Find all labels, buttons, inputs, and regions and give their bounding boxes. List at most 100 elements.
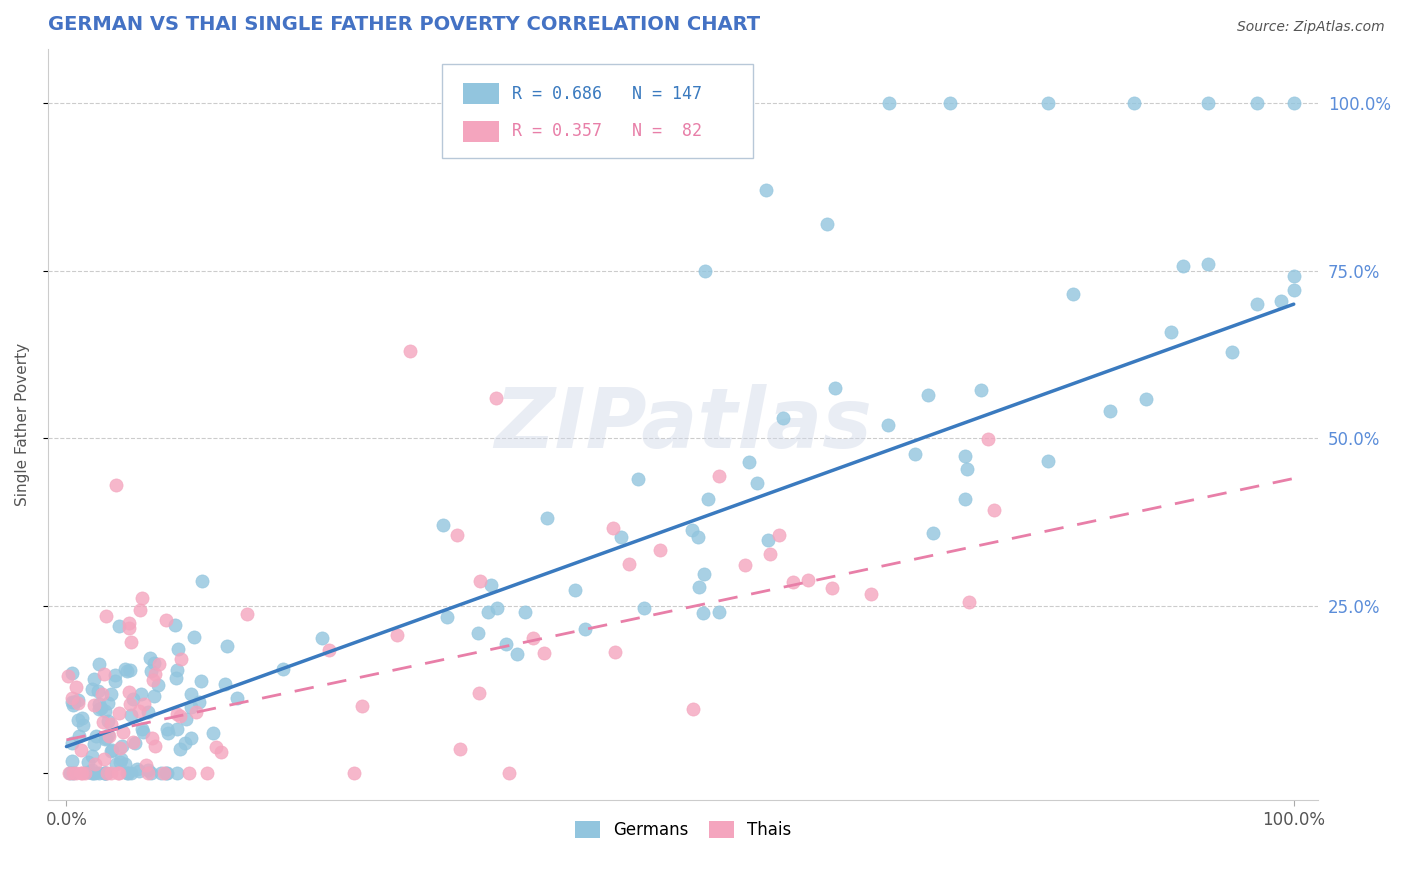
Point [132, 697, 155, 711]
Point [73, 766, 96, 780]
Point [101, 743, 124, 757]
Point [214, 677, 236, 691]
Point [67, 696, 90, 710]
Point [796, 573, 818, 587]
Point [709, 605, 731, 619]
Point [97, 714, 120, 729]
Point [768, 528, 790, 542]
Point [118, 622, 141, 636]
Point [156, 766, 179, 780]
Point [136, 766, 159, 780]
Point [135, 757, 157, 772]
Point [824, 381, 846, 395]
Text: R = 0.686   N = 147: R = 0.686 N = 147 [512, 85, 702, 103]
Point [1246, 96, 1268, 111]
Point [60, 754, 83, 768]
Point [1098, 403, 1121, 417]
Point [955, 492, 977, 507]
Point [209, 745, 232, 759]
Point [166, 706, 188, 721]
Point [188, 695, 211, 709]
Point [619, 557, 641, 571]
Point [859, 587, 882, 601]
Point [1123, 96, 1146, 111]
Point [738, 454, 761, 468]
Point [97, 696, 120, 710]
Point [180, 700, 202, 714]
Point [436, 610, 458, 624]
Point [128, 704, 150, 718]
Point [93, 766, 115, 780]
Point [877, 96, 900, 111]
Point [120, 663, 142, 677]
Point [115, 665, 138, 679]
Point [446, 528, 468, 542]
Point [693, 263, 716, 277]
Point [167, 641, 190, 656]
Point [1038, 454, 1060, 468]
Point [815, 217, 838, 231]
Point [114, 756, 136, 771]
Point [104, 673, 127, 688]
Point [148, 678, 170, 692]
Point [70, 766, 93, 780]
Point [94, 731, 117, 746]
Point [953, 449, 976, 463]
Point [180, 731, 202, 746]
Point [62, 766, 84, 780]
Point [681, 523, 703, 537]
Point [479, 578, 502, 592]
Point [77, 765, 100, 780]
Point [697, 492, 720, 507]
Point [124, 736, 146, 750]
Point [125, 762, 148, 776]
Point [114, 662, 136, 676]
Point [602, 521, 624, 535]
Point [756, 533, 779, 547]
Point [1173, 259, 1195, 273]
Point [65, 766, 87, 780]
Point [58, 766, 80, 780]
Point [89, 657, 111, 672]
Point [110, 752, 132, 766]
Point [177, 766, 200, 780]
Point [311, 631, 333, 645]
Point [83, 698, 105, 713]
Point [236, 607, 259, 621]
Point [111, 739, 134, 754]
Point [70, 742, 93, 756]
Point [939, 96, 962, 111]
Point [63, 695, 86, 709]
Point [1197, 257, 1219, 271]
Point [122, 735, 145, 749]
Point [627, 472, 650, 486]
Point [225, 690, 247, 705]
Point [107, 766, 129, 780]
Point [449, 742, 471, 756]
Point [156, 722, 179, 736]
Point [136, 764, 159, 778]
Point [169, 741, 191, 756]
Point [155, 766, 177, 780]
Point [318, 643, 340, 657]
Point [163, 618, 186, 632]
Point [93, 704, 115, 718]
Point [80, 681, 103, 696]
Point [903, 447, 925, 461]
Text: GERMAN VS THAI SINGLE FATHER POVERTY CORRELATION CHART: GERMAN VS THAI SINGLE FATHER POVERTY COR… [48, 15, 761, 34]
Point [533, 646, 555, 660]
Point [922, 525, 945, 540]
Point [477, 605, 499, 619]
Point [129, 687, 152, 701]
Point [94, 766, 117, 780]
Point [977, 432, 1000, 446]
Point [100, 687, 122, 701]
Point [142, 673, 165, 687]
Point [83, 737, 105, 751]
Point [87, 698, 110, 712]
Point [139, 651, 162, 665]
Point [94, 766, 117, 780]
Point [522, 632, 544, 646]
Point [470, 574, 492, 588]
Point [87, 702, 110, 716]
